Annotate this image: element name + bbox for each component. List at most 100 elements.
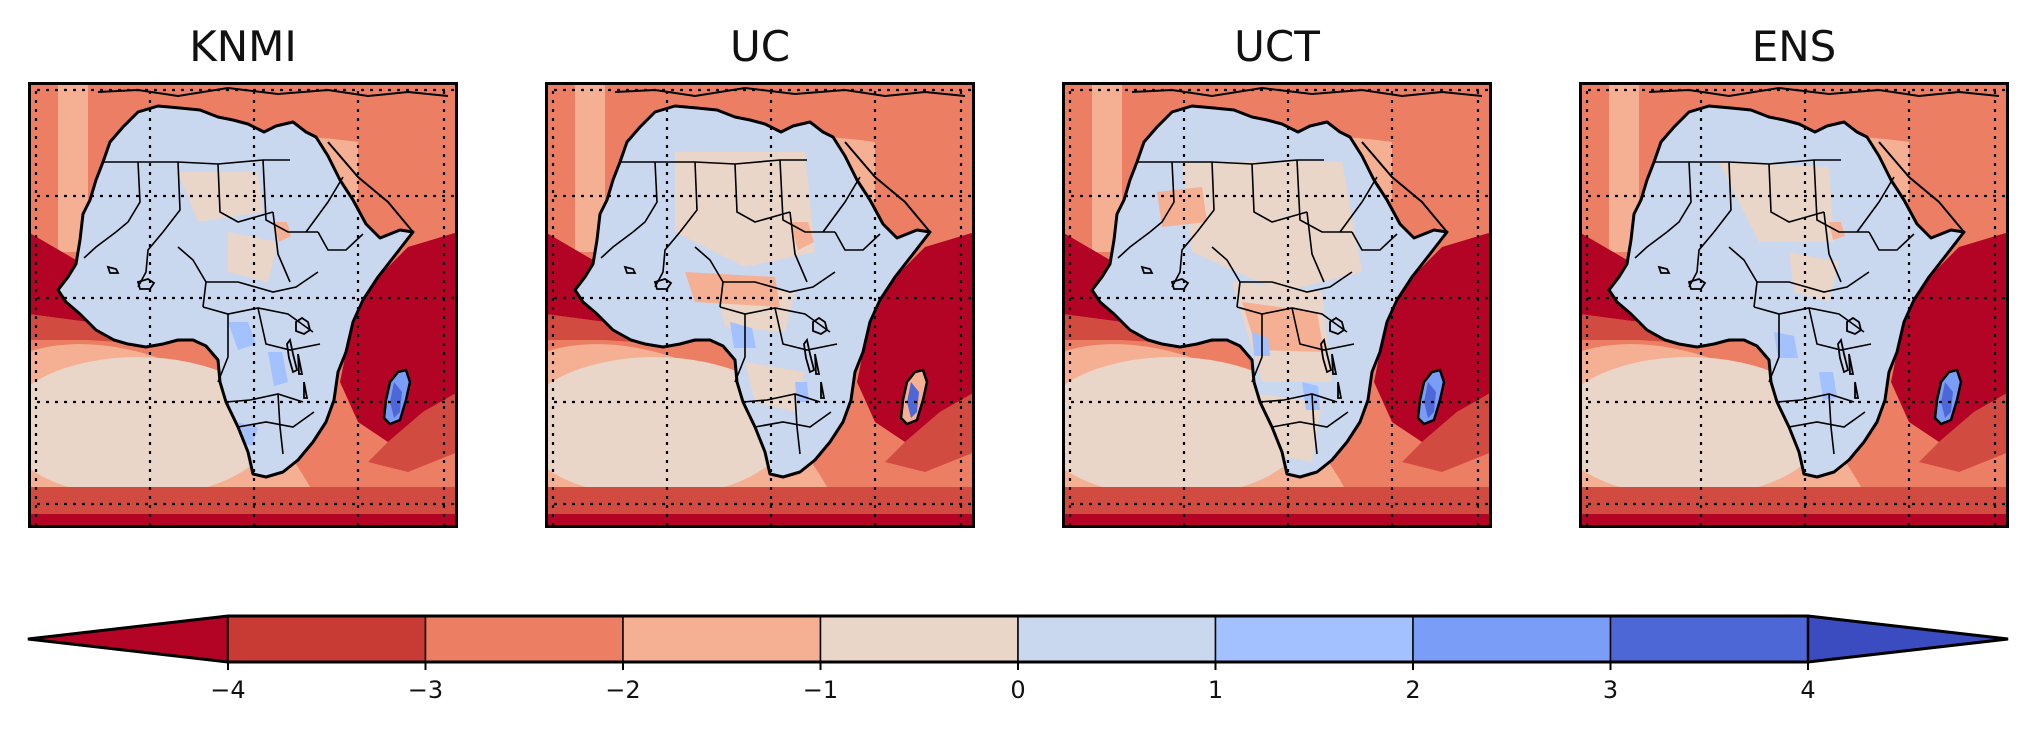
- panel-title: UC: [729, 22, 791, 71]
- country-border: [789, 211, 808, 283]
- colorbar-bin: [1214, 615, 1414, 663]
- lake-outline: [1848, 353, 1855, 375]
- country-border: [83, 231, 117, 259]
- country-border: [1813, 159, 1869, 233]
- country-border: [723, 271, 836, 293]
- country-border: [1688, 231, 1715, 288]
- atlantic-north-edge: [1579, 82, 1609, 252]
- country-border: [1311, 393, 1318, 455]
- atlantic-north-edge: [1062, 82, 1092, 252]
- africa-map: [28, 82, 458, 528]
- country-border: [262, 159, 318, 233]
- lake-outline: [803, 337, 816, 374]
- southern-ocean-edge: [1579, 514, 2009, 528]
- lake-outline: [136, 278, 156, 290]
- panel-title: UCT: [1234, 22, 1320, 71]
- colorbar-tick-label: −3: [408, 676, 443, 704]
- map-frame: [1062, 82, 1492, 528]
- lake-outline: [653, 278, 673, 290]
- lake-outline: [1687, 278, 1707, 290]
- country-border: [1868, 231, 1915, 251]
- country-border: [774, 307, 838, 351]
- country-border: [679, 161, 698, 233]
- country-border: [1291, 307, 1355, 351]
- country-border: [600, 231, 634, 259]
- graticule: [28, 82, 458, 528]
- indian-ocean-dry: [1374, 232, 1492, 442]
- country-border: [794, 393, 801, 455]
- indian-ocean-edge: [368, 392, 458, 472]
- map-panel-knmi: KNMI: [28, 0, 458, 530]
- coastline: [1090, 104, 1449, 479]
- country-border: [1240, 271, 1353, 293]
- indian-ocean-edge: [885, 392, 975, 472]
- colorbar-extend-high: [1806, 614, 2009, 664]
- country-border: [1757, 271, 1870, 293]
- lake-outline: [1329, 316, 1346, 336]
- africa-map: [1062, 82, 1492, 528]
- country-border: [1856, 176, 1895, 233]
- country-border: [1251, 314, 1263, 383]
- country-border: [1196, 161, 1215, 233]
- lake-outline: [106, 265, 120, 274]
- lake-outline: [303, 381, 309, 399]
- colorbar-tick-label: 0: [1010, 676, 1025, 704]
- colorbar-extend-low: [27, 614, 230, 664]
- map-frame: [1579, 82, 2009, 528]
- country-border: [277, 393, 284, 455]
- graticule: [545, 82, 975, 528]
- map-frame: [28, 82, 458, 528]
- country-border: [1713, 161, 1732, 233]
- country-border: [1728, 246, 1758, 308]
- colorbar-fills: [27, 614, 2009, 664]
- indian-ocean-dry: [340, 232, 458, 442]
- lake-outline: [297, 353, 304, 375]
- country-border: [1211, 246, 1241, 308]
- lake-outline: [1320, 337, 1333, 374]
- country-border: [632, 161, 658, 233]
- country-border: [734, 163, 791, 223]
- lake-outline: [812, 316, 829, 336]
- country-border: [1251, 163, 1308, 223]
- lake-outline: [1657, 265, 1671, 274]
- indian-ocean-edge: [1402, 392, 1492, 472]
- colorbar-tick-label: −2: [605, 676, 640, 704]
- southern-ocean-edge: [545, 514, 975, 528]
- country-border: [1634, 231, 1668, 259]
- country-border: [1768, 314, 1780, 383]
- country-border: [257, 307, 321, 351]
- lake-outline: [1170, 278, 1190, 290]
- colorbar-tick-label: 1: [1208, 676, 1223, 704]
- graticule: [1062, 82, 1492, 528]
- colorbar-bin: [1412, 615, 1612, 663]
- country-border: [1137, 159, 1324, 165]
- colorbar-bin: [819, 615, 1019, 663]
- atlantic-north-edge: [28, 82, 58, 252]
- colorbar-bin: [1609, 615, 1809, 663]
- lake-outline: [623, 265, 637, 274]
- lake-outline: [1337, 381, 1343, 399]
- lake-outline: [820, 381, 826, 399]
- coastline: [573, 104, 932, 479]
- country-border: [137, 231, 164, 288]
- map-panel-ens: ENS: [1579, 0, 2009, 530]
- country-border: [272, 211, 291, 283]
- atlantic-north-edge: [545, 82, 575, 252]
- lake-outline: [1331, 353, 1338, 375]
- lake-outline: [295, 316, 312, 336]
- colorbar-bin: [424, 615, 624, 663]
- southern-ocean-edge: [1062, 514, 1492, 528]
- country-border: [206, 271, 319, 293]
- lake-outline: [1140, 265, 1154, 274]
- indian-ocean-dry: [1891, 232, 2009, 442]
- colorbar-bin: [1017, 615, 1217, 663]
- colorbar-tick-label: 4: [1800, 676, 1815, 704]
- colorbar-tick-label: 2: [1405, 676, 1420, 704]
- country-border: [834, 231, 881, 251]
- country-border: [317, 231, 364, 251]
- southern-ocean-edge: [28, 514, 458, 528]
- country-border: [217, 314, 229, 383]
- colorbar-bin: [227, 615, 427, 663]
- coastline: [56, 104, 415, 479]
